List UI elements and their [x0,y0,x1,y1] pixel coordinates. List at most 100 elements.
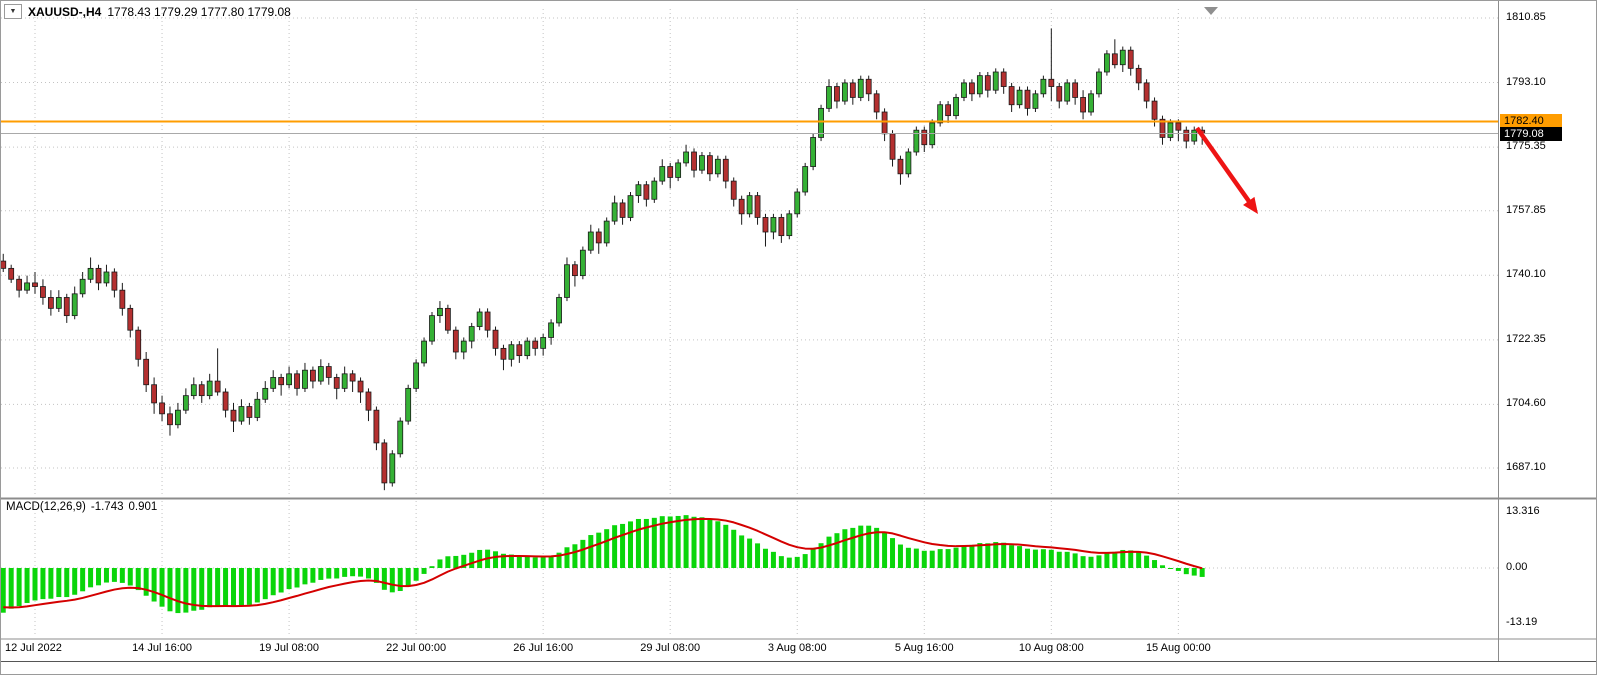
time-axis-label: 5 Aug 16:00 [894,642,954,654]
macd-histogram-bar [588,535,594,568]
bull-candle [992,71,999,91]
time-axis-label: 19 Jul 08:00 [259,642,320,654]
macd-histogram-bar [532,557,538,568]
bear-candle [349,373,356,382]
macd-histogram-bar [350,568,356,577]
macd-histogram-bar [802,554,808,568]
macd-histogram-bar [953,547,959,568]
bull-candle [699,155,705,171]
macd-histogram-bar [96,568,102,586]
macd-histogram-bar [993,542,999,568]
macd-histogram-bar [620,523,626,568]
one-click-trading-toggle[interactable]: ▼ [4,4,22,19]
macd-axis-label: 13.316 [1506,505,1540,517]
bull-candle [1032,93,1039,109]
bull-candle [810,137,817,167]
macd-histogram-bar [1080,556,1086,568]
bull-candle [976,75,983,95]
macd-histogram-bar [16,568,22,607]
bear-candle [119,289,126,309]
bull-candle [818,107,824,138]
macd-histogram-bar [786,557,792,568]
macd-histogram-bar [540,557,546,568]
bear-candle [1008,86,1015,106]
bear-candle [595,231,602,244]
time-axis-label: 15 Aug 00:00 [1145,642,1211,654]
bear-candle [1048,78,1055,87]
macd-histogram-bar [381,568,387,590]
bull-candle [1167,122,1174,138]
macd-histogram-bar [421,568,427,574]
indicator-signal-value: 0.901 [128,501,158,513]
bull-candle [540,337,547,349]
bull-candle [302,369,308,389]
bull-candle [508,344,515,360]
macd-histogram-bar [945,549,951,568]
bear-candle [214,380,221,393]
price-axis-label: 1740.10 [1506,268,1546,281]
macd-histogram-bar [318,568,324,580]
macd-histogram-bar [286,568,292,590]
time-axis-label: 3 Aug 08:00 [767,642,827,654]
macd-histogram-bar [183,568,189,613]
macd-histogram-bar [905,547,911,568]
price-scale[interactable]: 1782.40 1779.08 1810.85 1793.10 1775.35 175… [1500,1,1596,662]
bear-candle [881,111,888,135]
macd-histogram-bar [48,568,54,599]
macd-histogram-bar [731,529,737,568]
bear-candle [897,158,904,175]
bull-candle [476,311,483,327]
bear-candle [198,384,205,397]
bear-candle [16,278,23,291]
bull-candle [659,166,666,182]
macd-histogram-bar [1096,555,1102,568]
macd-histogram-bar [612,525,618,568]
macd-histogram-bar [755,543,761,568]
macd-histogram-bar [842,529,848,568]
chevron-down-icon: ▼ [9,8,17,15]
bear-candle [135,329,142,360]
bull-candle [262,387,269,400]
bull-candle [953,97,959,117]
bear-candle [357,380,364,393]
bull-candle [24,282,30,291]
bull-candle [714,158,721,175]
macd-histogram-bar [437,559,443,568]
macd-histogram-bar [516,556,522,568]
macd-histogram-bar [969,544,975,568]
chart-shift-marker-icon[interactable] [1204,7,1218,15]
macd-histogram-bar [651,517,657,568]
macd-histogram-bar [548,555,554,568]
bear-candle [1,260,7,269]
macd-histogram-bar [1001,542,1007,568]
macd-histogram-bar [278,568,284,593]
bear-candle [572,264,578,277]
bear-candle [1175,122,1182,131]
macd-histogram-bar [826,536,832,568]
macd-histogram-bar [913,548,919,568]
macd-histogram-bar [961,545,967,568]
down-arrow-head-icon[interactable] [1243,196,1258,214]
price-axis-label: 1810.85 [1506,11,1546,23]
macd-signal-line [3,517,1203,609]
macd-histogram-bar [874,527,880,568]
macd-histogram-bar [659,516,665,568]
macd-histogram-bar [882,532,888,568]
macd-pane [1,515,1205,614]
bear-candle [945,104,951,117]
bear-candle [95,267,102,284]
hline-price-value: 1782.40 [1504,115,1544,128]
macd-histogram-bar [80,568,86,592]
bear-candle [167,413,173,426]
bear-candle [278,377,285,386]
macd-histogram-bar [596,532,602,568]
macd-histogram-bar [1048,549,1054,568]
macd-histogram-bar [810,549,816,568]
bull-candle [1040,78,1047,95]
down-arrow-shaft[interactable] [1195,126,1253,205]
macd-histogram-bar [1136,552,1142,568]
macd-histogram-bar [8,568,14,609]
macd-histogram-bar [24,568,30,603]
time-scale[interactable]: 12 Jul 2022 14 Jul 16:00 19 Jul 08:00 22 Ju… [1,641,1498,660]
